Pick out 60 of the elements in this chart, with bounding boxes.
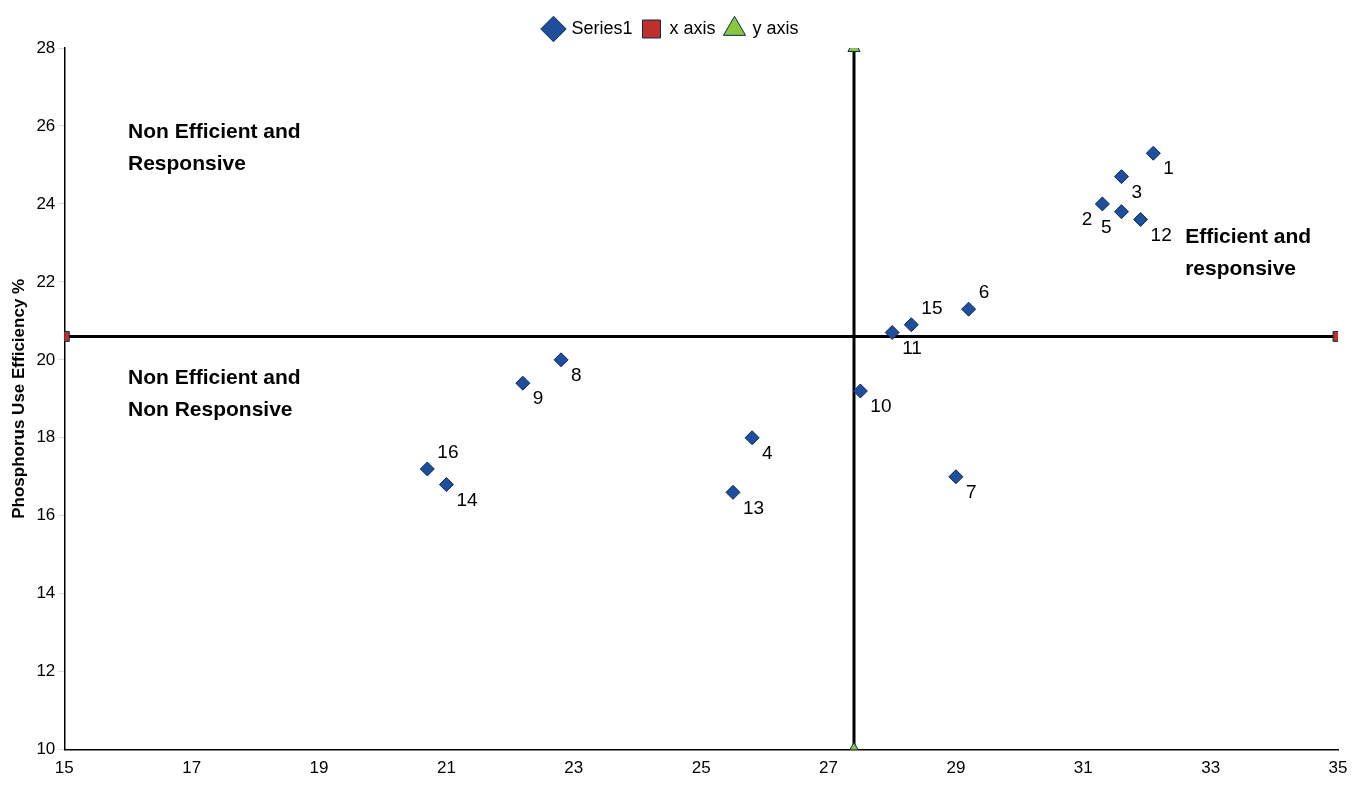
annotation: 14 bbox=[456, 488, 478, 510]
annotation: 11 bbox=[902, 336, 922, 358]
annotation: 15 bbox=[921, 296, 943, 318]
x-tick-label: 23 bbox=[564, 758, 584, 778]
point bbox=[852, 383, 868, 399]
point bbox=[948, 469, 964, 485]
annotation: 3 bbox=[1131, 180, 1143, 202]
point bbox=[884, 325, 900, 341]
point bbox=[744, 430, 760, 446]
x-tick-label: 27 bbox=[819, 758, 838, 778]
x-tick-label: 35 bbox=[1328, 758, 1348, 778]
y-tick-label: 24 bbox=[36, 193, 56, 213]
point bbox=[725, 484, 741, 500]
annotation: 8 bbox=[571, 364, 582, 386]
y-tick-label: 20 bbox=[36, 349, 56, 369]
annotation: 16 bbox=[437, 441, 459, 463]
point bbox=[1113, 169, 1129, 185]
x-tick-label: 19 bbox=[309, 758, 329, 778]
annotation: 7 bbox=[965, 480, 977, 502]
x-tick-label: 29 bbox=[946, 758, 966, 778]
point bbox=[903, 317, 919, 333]
y-tick-label: 26 bbox=[36, 115, 56, 135]
annotation: 13 bbox=[743, 496, 765, 518]
x-tick-label: 15 bbox=[54, 758, 74, 778]
point bbox=[1094, 196, 1110, 212]
x-tick-label: 17 bbox=[182, 758, 202, 778]
annotation: 9 bbox=[532, 387, 544, 409]
point bbox=[515, 375, 531, 391]
x-tick-label: 33 bbox=[1201, 758, 1221, 778]
annotation: 1 bbox=[1163, 157, 1174, 179]
x-tick-label: 21 bbox=[436, 758, 456, 778]
y-tick-label: 10 bbox=[36, 739, 56, 759]
legend-label: y axis bbox=[752, 17, 799, 38]
annotation: 4 bbox=[762, 442, 774, 464]
y-tick-label: 14 bbox=[36, 583, 56, 603]
point bbox=[419, 461, 435, 477]
point bbox=[1113, 204, 1129, 220]
y-tick-label: 18 bbox=[36, 427, 56, 447]
y-tick-label: 28 bbox=[36, 37, 56, 57]
point bbox=[1133, 212, 1149, 227]
annotation: 6 bbox=[978, 281, 990, 303]
y-tick-label: 22 bbox=[36, 271, 56, 291]
y-axis-title: Phosphorus Use Efficiency % bbox=[8, 278, 28, 519]
legend-label: x axis bbox=[669, 17, 716, 38]
point bbox=[553, 352, 569, 368]
annotation: Non Efficient and Non Responsive bbox=[127, 364, 301, 420]
annotation: Efficient and responsive bbox=[1185, 224, 1312, 280]
legend-label: Series1 bbox=[571, 17, 633, 38]
y-tick-label: 12 bbox=[36, 661, 56, 681]
annotation: 2 bbox=[1081, 208, 1093, 230]
annotation: 12 bbox=[1150, 223, 1172, 245]
point bbox=[1145, 145, 1161, 161]
annotation: 5 bbox=[1100, 215, 1112, 237]
y-tick-label: 16 bbox=[36, 505, 56, 525]
annotation: Non Efficient and Responsive bbox=[127, 118, 301, 174]
x-tick-label: 31 bbox=[1073, 758, 1093, 778]
point bbox=[961, 301, 977, 317]
annotation: 10 bbox=[870, 395, 892, 417]
point bbox=[438, 477, 454, 493]
x-tick-label: 25 bbox=[691, 758, 711, 778]
